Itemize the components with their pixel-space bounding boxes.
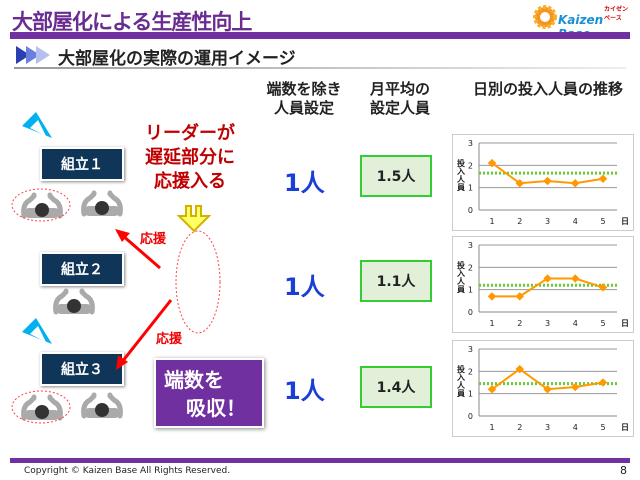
- y-tick-label: 3: [468, 345, 473, 354]
- data-point: [598, 174, 608, 183]
- y-tick-label: 1: [468, 184, 473, 193]
- header-line: 端数を除き: [266, 80, 342, 98]
- y-tick-label: 3: [468, 241, 473, 250]
- title-bar: [10, 32, 630, 39]
- note-line: 遅延部分に: [145, 147, 235, 168]
- worker-icon: [52, 288, 96, 315]
- divider: [14, 67, 626, 69]
- support-label: 応援: [140, 232, 167, 247]
- station-2: 組立２: [40, 252, 124, 286]
- x-tick-label: 3: [545, 319, 550, 328]
- staff-count: 1人: [284, 377, 325, 405]
- footer-bar: [10, 458, 630, 463]
- x-tick-label: 1: [489, 217, 494, 226]
- warning-flag-icon: [22, 318, 52, 344]
- header-line: 人員設定: [273, 99, 334, 117]
- leader-note: リーダーが 遅延部分に 応援入る: [145, 122, 235, 194]
- worker-icon: [80, 392, 124, 419]
- staff-count: 1人: [284, 273, 325, 301]
- note-line: 吸収！: [186, 396, 246, 420]
- y-tick-label: 2: [468, 263, 473, 272]
- data-point: [487, 158, 497, 168]
- y-tick-label: 0: [468, 412, 473, 421]
- logo-kana: カイゼンベース: [604, 6, 629, 22]
- x-tick-label: 2: [517, 423, 522, 432]
- y-tick-label: 0: [468, 308, 473, 317]
- x-tick-label: 2: [517, 217, 522, 226]
- y-axis-label: 投入人員: [456, 364, 466, 398]
- leader-ellipse: [175, 230, 221, 334]
- daily-chart-1: 0 1 2 3 1 2 3 4 5 日 投入人員: [452, 134, 634, 231]
- section-subtitle: 大部屋化の実際の運用イメージ: [58, 49, 296, 69]
- x-tick-label: 4: [573, 423, 578, 432]
- support-label: 応援: [156, 332, 183, 347]
- station-3: 組立３: [40, 352, 124, 386]
- y-axis-label: 投入人員: [456, 260, 466, 294]
- daily-chart-3: 0 1 2 3 1 2 3 4 5 日 投入人員: [452, 340, 634, 437]
- y-tick-label: 2: [468, 161, 473, 170]
- column-header-avg: 月平均の 設定人員: [360, 80, 440, 118]
- data-point: [571, 178, 580, 188]
- note-line: リーダーが: [145, 123, 235, 144]
- avg-staff-box: 1.4人: [360, 366, 432, 408]
- y-tick-label: 3: [468, 139, 473, 148]
- page-number: 8: [620, 464, 627, 477]
- data-point: [487, 292, 497, 301]
- column-header-chart: 日別の投入人員の推移: [472, 80, 623, 98]
- staff-count: 1人: [284, 169, 325, 197]
- station-1: 組立１: [40, 147, 124, 181]
- gear-icon: [533, 5, 557, 29]
- header-line: 設定人員: [369, 99, 430, 117]
- x-tick-label: 4: [573, 319, 578, 328]
- x-axis-label: 日: [621, 319, 629, 328]
- note-line: 端数を: [164, 368, 224, 392]
- warning-flag-icon: [22, 112, 52, 138]
- x-axis-label: 日: [621, 423, 629, 432]
- x-tick-label: 4: [573, 217, 578, 226]
- x-tick-label: 5: [600, 319, 605, 328]
- triple-arrow-icon: [16, 46, 50, 64]
- y-tick-label: 2: [468, 367, 473, 376]
- x-tick-label: 3: [545, 423, 550, 432]
- daily-chart-2: 0 1 2 3 1 2 3 4 5 日 投入人員: [452, 236, 634, 333]
- x-axis-label: 日: [621, 217, 629, 226]
- header-line: 月平均の: [369, 80, 430, 98]
- y-axis-label: 投入人員: [456, 158, 466, 192]
- down-arrow-icon: [176, 205, 212, 233]
- y-tick-label: 1: [468, 390, 473, 399]
- x-tick-label: 1: [489, 423, 494, 432]
- x-tick-label: 5: [600, 423, 605, 432]
- copyright: Copyright © Kaizen Base All Rights Reser…: [24, 466, 231, 476]
- data-point: [598, 378, 608, 387]
- x-tick-label: 5: [600, 217, 605, 226]
- worker-icon: [80, 190, 124, 217]
- y-tick-label: 1: [468, 286, 473, 295]
- y-tick-label: 0: [468, 206, 473, 215]
- column-header-staff: 端数を除き 人員設定: [256, 80, 352, 118]
- x-tick-label: 3: [545, 217, 550, 226]
- absorb-note: 端数を 吸収！: [154, 358, 264, 428]
- note-line: 応援入る: [154, 171, 226, 192]
- data-point: [543, 176, 552, 186]
- worker-icon: [20, 394, 64, 421]
- avg-staff-box: 1.5人: [360, 155, 432, 197]
- logo: カイゼンベース Kaizen Base: [532, 4, 632, 41]
- x-tick-label: 2: [517, 319, 522, 328]
- avg-staff-box: 1.1人: [360, 260, 432, 302]
- x-tick-label: 1: [489, 319, 494, 328]
- data-point: [571, 274, 580, 283]
- worker-icon: [20, 192, 64, 219]
- slide-title: 大部屋化による生産性向上: [12, 10, 252, 34]
- data-point: [487, 384, 497, 394]
